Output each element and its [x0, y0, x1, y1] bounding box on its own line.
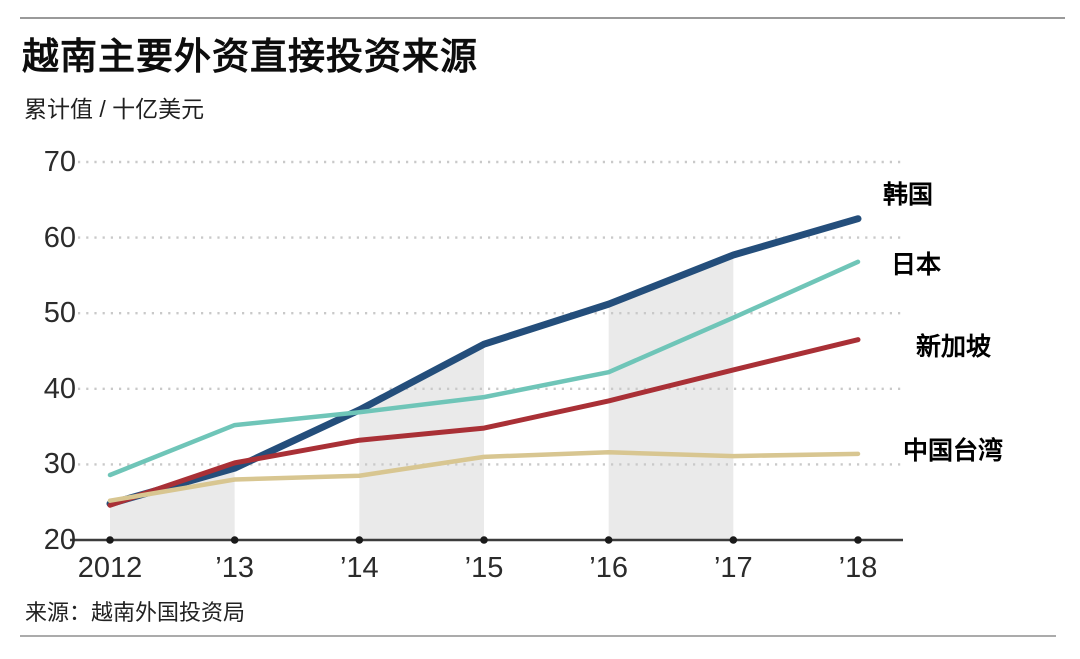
x-tick-dot: [230, 536, 239, 544]
x-tick-label: ’13: [215, 552, 254, 584]
series-line: [107, 259, 861, 478]
chart-title: 越南主要外资直接投资来源: [22, 36, 478, 77]
y-tick-label: 40: [43, 372, 76, 405]
series-label: 韩国: [883, 181, 934, 209]
series-label: 中国台湾: [903, 437, 1004, 465]
x-tick-label: 2012: [77, 552, 143, 584]
x-tick-label: ’15: [464, 552, 504, 584]
series-label: 新加坡: [916, 333, 992, 361]
y-tick-label: 50: [43, 297, 76, 330]
y-tick-label: 60: [43, 221, 76, 254]
series-label: 日本: [891, 251, 942, 279]
series-line: [106, 215, 862, 508]
y-tick-label: 70: [43, 146, 76, 178]
top-divider: [20, 17, 1065, 19]
x-tick-label: ’16: [589, 552, 628, 584]
y-tick-label: 30: [43, 448, 76, 481]
shaded-band: [608, 254, 734, 540]
bottom-divider: [20, 635, 1056, 637]
x-tick-dot: [604, 536, 613, 544]
series-line: [107, 450, 861, 503]
x-tick-dot: [480, 536, 488, 544]
shaded-band: [110, 468, 235, 540]
x-tick-label: ’17: [713, 552, 753, 584]
x-tick-dot: [106, 536, 114, 544]
x-tick-label: ’14: [339, 552, 379, 584]
y-tick-label: 20: [43, 524, 76, 556]
chart-unit-subtitle: 累计值 / 十亿美元: [24, 96, 205, 122]
shaded-band: [359, 344, 484, 540]
x-tick-dot: [355, 536, 364, 544]
x-tick-dot: [854, 536, 862, 544]
x-tick-dot: [729, 536, 738, 544]
source-note: 来源：越南外国投资局: [25, 600, 246, 625]
x-tick-label: ’18: [838, 552, 878, 584]
series-line: [107, 337, 861, 508]
